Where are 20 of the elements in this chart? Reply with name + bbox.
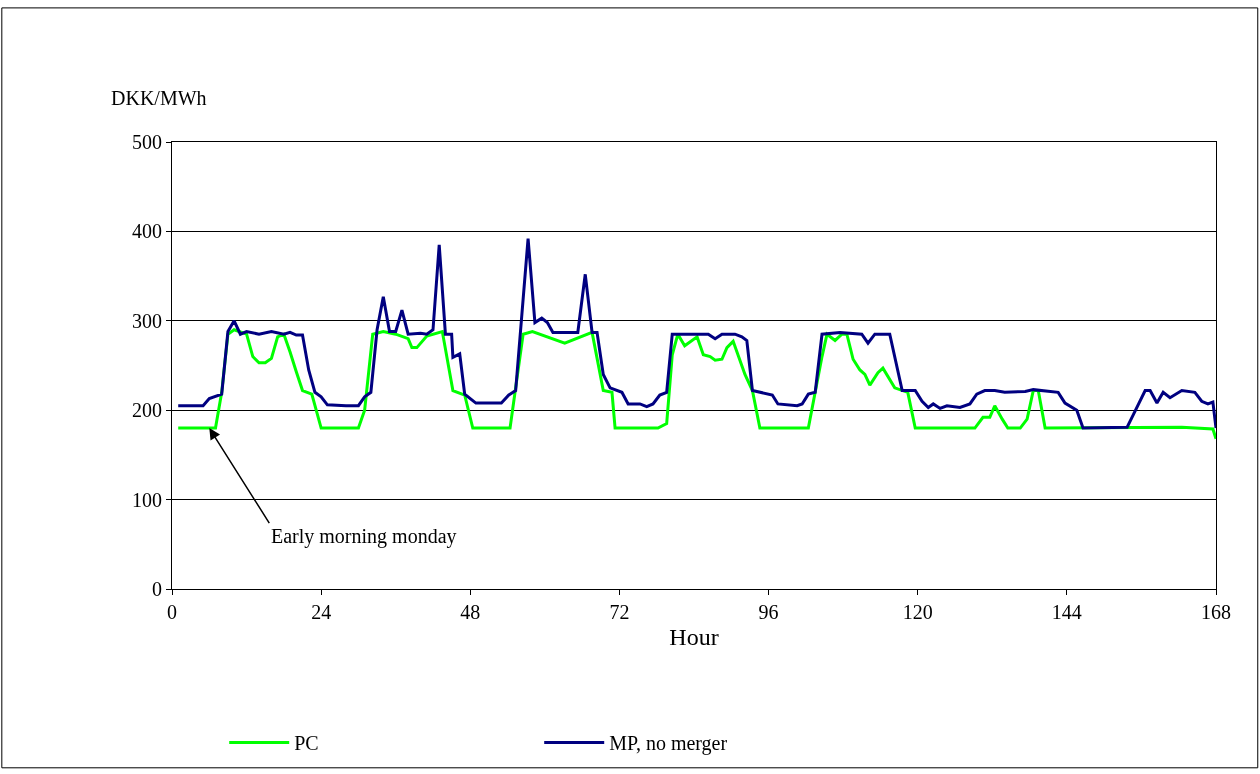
y-tick-label: 100 bbox=[132, 488, 162, 511]
annotation: Early morning monday bbox=[271, 525, 457, 548]
x-axis-title: Hour bbox=[669, 624, 719, 651]
y-tick-label: 500 bbox=[132, 131, 162, 153]
y-tick-label: 0 bbox=[152, 578, 162, 600]
y-tick-label: 200 bbox=[132, 399, 162, 422]
line-series bbox=[176, 237, 1216, 430]
y-tick-label: 400 bbox=[132, 220, 162, 243]
y-tick-label: 300 bbox=[132, 309, 162, 332]
x-tick-label: 0 bbox=[167, 601, 177, 623]
legend-label: PC bbox=[294, 732, 319, 755]
legend-label: MP, no merger bbox=[609, 732, 728, 756]
y-axis-title: DKK/MWh bbox=[111, 87, 207, 109]
x-tick-label: 24 bbox=[311, 601, 332, 623]
x-tick-label: 96 bbox=[758, 601, 779, 623]
x-tick-label: 48 bbox=[460, 601, 481, 623]
x-tick-label: 120 bbox=[902, 601, 933, 623]
x-tick-label: 144 bbox=[1051, 601, 1082, 623]
x-tick-label: 168 bbox=[1201, 601, 1231, 623]
x-tick-label: 72 bbox=[609, 601, 630, 623]
